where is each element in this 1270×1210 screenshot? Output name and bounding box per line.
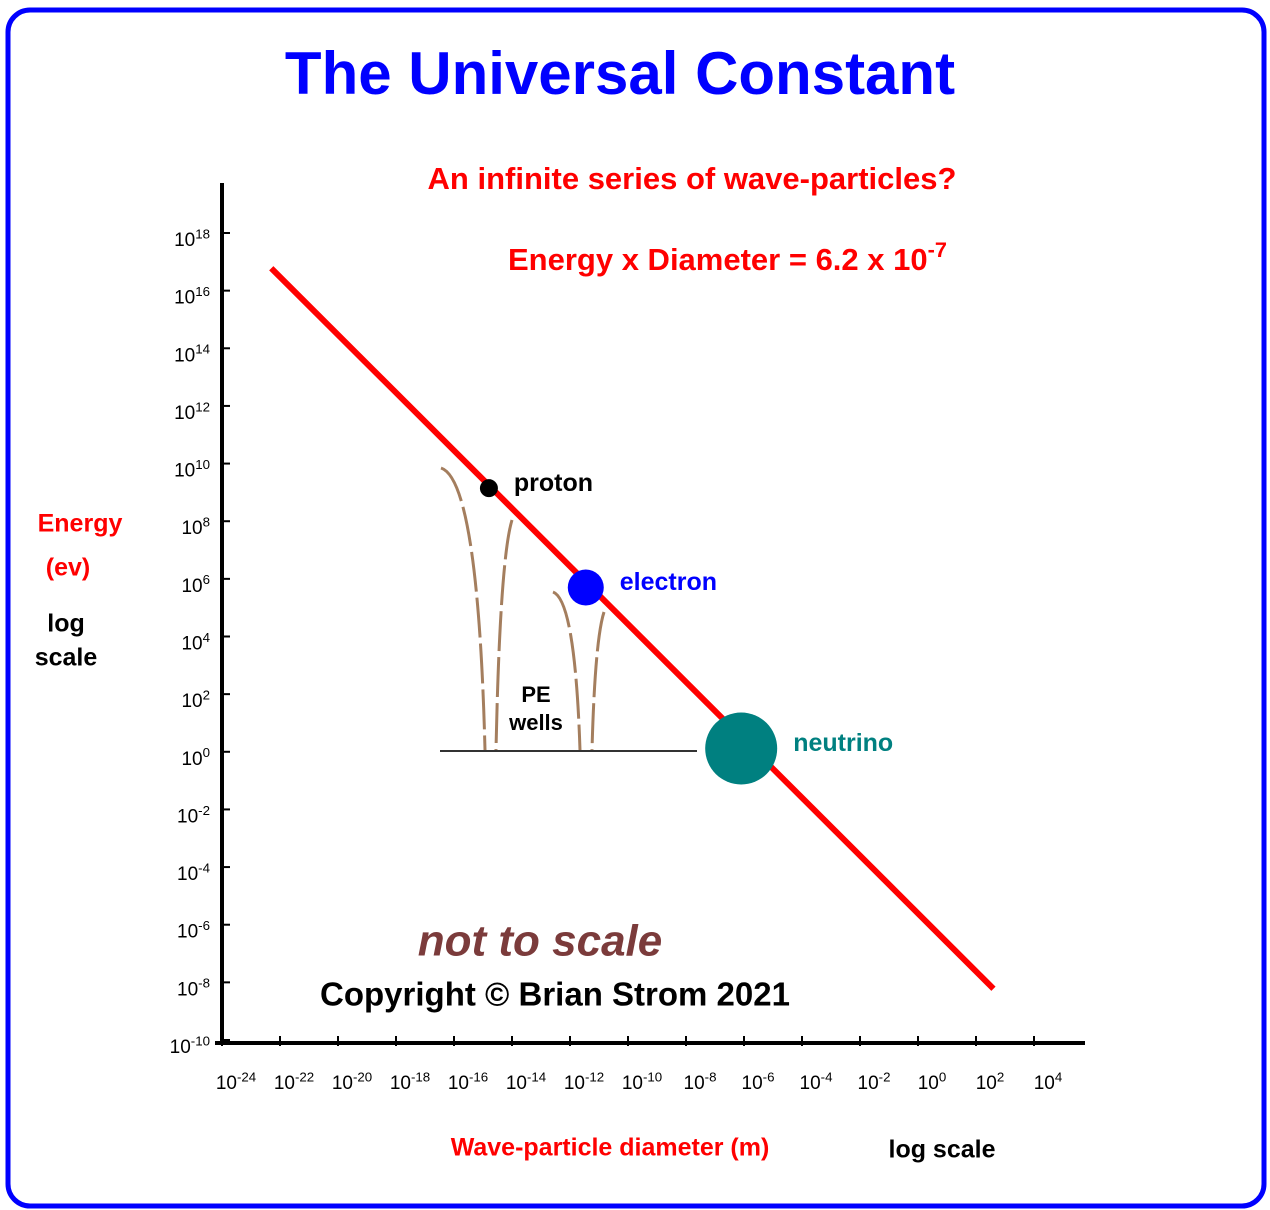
y-tick-label: 104 — [181, 629, 210, 654]
x-tick-label: 10-14 — [506, 1069, 546, 1094]
note: not to scale — [418, 917, 663, 966]
x-tick-label: 10-12 — [564, 1069, 604, 1094]
y-scale-note: log — [47, 610, 85, 638]
point-label: electron — [620, 568, 717, 596]
x-tick-label: 10-6 — [742, 1069, 775, 1094]
x-label: Wave-particle diameter (m) — [451, 1134, 770, 1162]
y-tick-label: 106 — [181, 572, 210, 597]
x-tick-label: 10-4 — [800, 1069, 833, 1094]
y-tick-label: 10-2 — [177, 802, 210, 827]
trend-line — [269, 266, 996, 991]
point-label: proton — [514, 469, 593, 497]
x-tick-label: 10-24 — [216, 1069, 256, 1094]
pe-wells — [440, 466, 606, 751]
x-tick-label: 10-10 — [622, 1069, 662, 1094]
copyright: Copyright © Brian Strom 2021 — [320, 976, 790, 1013]
y-tick-label: 1010 — [174, 456, 210, 481]
x-tick-label: 100 — [918, 1069, 947, 1094]
y-label: Energy — [38, 510, 123, 538]
y-tick-label: 1012 — [174, 399, 210, 424]
point-label: neutrino — [793, 729, 893, 757]
y-tick-label: 10-8 — [177, 975, 210, 1000]
y-unit: (ev) — [46, 554, 90, 582]
subtitle: An infinite series of wave-particles? — [428, 161, 957, 196]
formula: Energy x Diameter = 6.2 x 10-7 — [508, 237, 947, 277]
y-tick-label: 108 — [181, 514, 210, 539]
y-tick-label: 1018 — [174, 226, 210, 251]
y-tick-label: 10-10 — [170, 1033, 210, 1058]
wells-label: PE — [521, 682, 550, 707]
x-tick-label: 104 — [1034, 1069, 1063, 1094]
y-tick-label: 1014 — [174, 341, 210, 366]
x-tick-label: 10-16 — [448, 1069, 488, 1094]
x-tick-label: 10-22 — [274, 1069, 314, 1094]
point — [567, 569, 604, 606]
y-tick-label: 10-4 — [177, 860, 210, 885]
frame — [5, 7, 1267, 1209]
chart-title: The Universal Constant — [285, 40, 955, 107]
wells-label: wells — [508, 710, 563, 735]
y-tick-label: 10-6 — [177, 918, 210, 943]
y-tick-label: 1016 — [174, 284, 210, 309]
x-tick-label: 10-20 — [332, 1069, 372, 1094]
x-tick-label: 10-18 — [390, 1069, 430, 1094]
point — [479, 479, 498, 498]
x-scale-note: log scale — [889, 1136, 996, 1164]
point — [705, 712, 778, 785]
y-tick-label: 102 — [181, 687, 210, 712]
y-tick-label: 100 — [181, 745, 210, 770]
x-tick-label: 10-2 — [858, 1069, 891, 1094]
y-scale-note: scale — [35, 644, 98, 672]
x-tick-label: 102 — [976, 1069, 1005, 1094]
x-tick-label: 10-8 — [684, 1069, 717, 1094]
